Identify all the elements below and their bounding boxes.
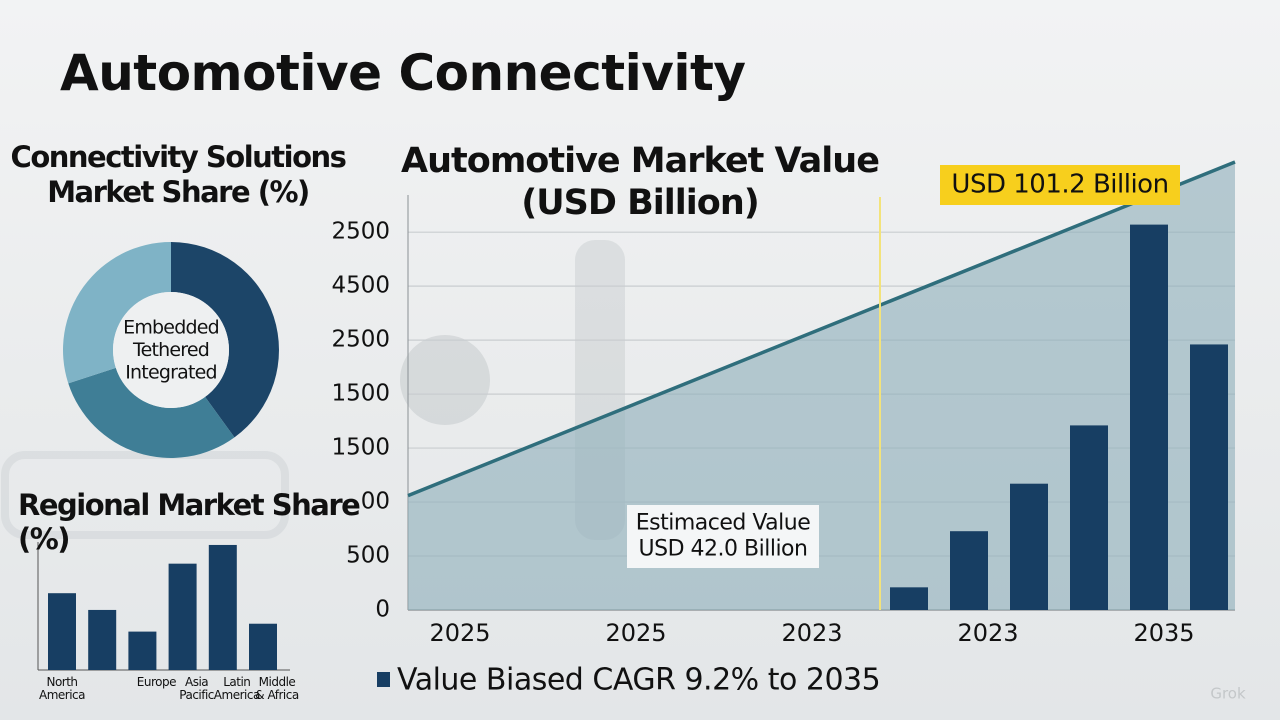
bar (1190, 344, 1228, 610)
bar (1130, 224, 1168, 610)
annotation-text: USD 101.2 Billion (951, 170, 1168, 200)
bar (208, 544, 237, 670)
y-tick-label: 0 (375, 597, 390, 623)
bar (1070, 425, 1108, 610)
bar (168, 563, 197, 670)
y-tick-label: 1500 (331, 435, 390, 461)
bar (48, 593, 76, 670)
annotation-text: Estimaced Value (636, 511, 811, 536)
y-tick-label: 2500 (331, 219, 390, 245)
bg-shape (400, 335, 490, 425)
y-tick-label: 4500 (331, 273, 390, 299)
x-tick-label: Europe (136, 675, 177, 689)
bar-title: Regional Market Share (%) (18, 488, 361, 556)
legend-label: Value Biased CAGR 9.2% to 2035 (397, 663, 880, 698)
legend-swatch (377, 672, 390, 687)
x-tick-label: Latin America (213, 675, 261, 702)
donut-slice (171, 242, 279, 438)
bar (88, 609, 117, 670)
bar (249, 623, 277, 670)
x-tick-label: 2035 (1133, 619, 1194, 647)
annotation-box (940, 165, 1180, 205)
y-tick-label: 500 (346, 543, 390, 569)
x-tick-label: Asia Pacific (179, 675, 214, 702)
bar (128, 631, 157, 670)
area-line (407, 160, 1236, 498)
y-tick-label: 00 (361, 489, 390, 515)
donut-slice (68, 367, 235, 458)
bar (890, 587, 928, 610)
x-tick-label: 2025 (429, 619, 490, 647)
donut-label: Tethered (132, 339, 209, 361)
annotation-box (627, 505, 819, 568)
donut-hole (113, 292, 229, 408)
bg-shape (1, 451, 289, 539)
chart-title: Automotive Market Value (USD Billion) (401, 141, 880, 223)
watermark: Grok (1210, 685, 1246, 703)
y-tick-label: 1500 (331, 381, 390, 407)
y-tick-label: 2500 (331, 327, 390, 353)
donut-label: Embedded (123, 317, 219, 339)
bar (1010, 483, 1048, 610)
donut-label: Integrated (125, 362, 217, 384)
page-title: Automotive Connectivity (60, 44, 746, 102)
x-tick-label: Middle & Africa (255, 675, 299, 702)
x-tick-label: 2025 (605, 619, 666, 647)
donut-slice (63, 242, 171, 384)
pie-title: Connectivity Solutions Market Share (%) (10, 140, 347, 209)
x-tick-label: 2023 (957, 619, 1018, 647)
x-tick-label: North America (39, 675, 86, 702)
bar (950, 531, 988, 610)
annotation-text: USD 42.0 Billion (639, 537, 808, 562)
area-fill (408, 162, 1235, 610)
x-tick-label: 2023 (781, 619, 842, 647)
